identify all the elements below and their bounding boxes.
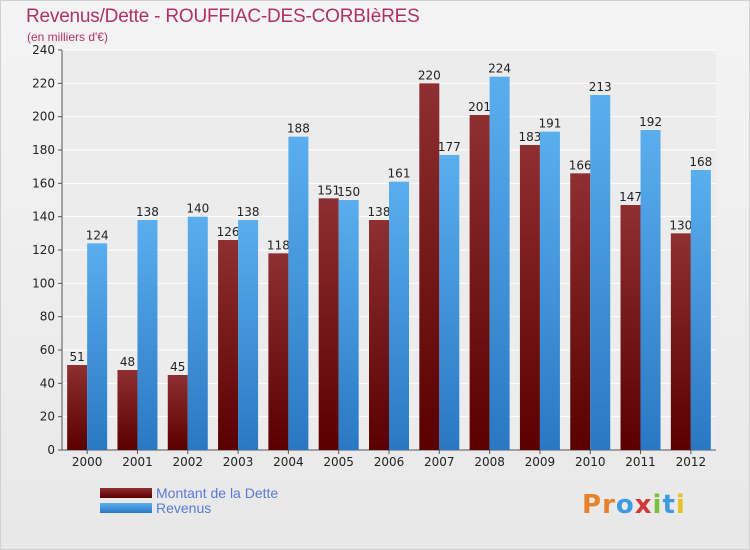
x-tick-label: 2006 — [374, 455, 405, 469]
y-tick-label: 200 — [32, 110, 55, 124]
y-tick-label: 240 — [32, 43, 55, 57]
x-tick-label: 2009 — [525, 455, 556, 469]
data-label-revenus: 213 — [589, 80, 612, 94]
bar-revenus — [187, 216, 208, 450]
bar-dette — [117, 370, 138, 450]
data-label-dette: 51 — [70, 350, 85, 364]
y-tick-label: 160 — [32, 176, 55, 190]
y-tick-label: 60 — [40, 343, 55, 357]
legend-swatch-revenus — [100, 503, 152, 513]
bar-revenus — [288, 136, 309, 450]
x-tick-label: 2000 — [72, 455, 103, 469]
bar-revenus — [539, 131, 560, 450]
data-label-dette: 45 — [170, 360, 185, 374]
data-label-revenus: 138 — [136, 205, 159, 219]
y-tick-label: 100 — [32, 276, 55, 290]
data-label-dette: 183 — [518, 130, 541, 144]
bar-revenus — [590, 95, 611, 450]
bar-dette — [318, 198, 339, 450]
bar-dette — [570, 173, 591, 451]
data-label-revenus: 138 — [237, 205, 260, 219]
data-label-dette: 138 — [368, 205, 391, 219]
y-tick-label: 120 — [32, 243, 55, 257]
logo-letter: i — [675, 490, 686, 520]
data-label-revenus: 140 — [186, 202, 209, 216]
bar-dette — [67, 365, 88, 450]
chart-title: Revenus/Dette - ROUFFIAC-DES-CORBIèRES — [26, 6, 420, 27]
bar-revenus — [87, 243, 108, 450]
bar-dette — [218, 240, 239, 450]
data-label-revenus: 150 — [337, 185, 360, 199]
bar-dette — [369, 220, 389, 450]
data-label-dette: 118 — [267, 238, 290, 252]
bar-revenus — [338, 200, 359, 450]
bar-revenus — [389, 181, 409, 450]
x-tick-label: 2011 — [625, 455, 656, 469]
logo-letter: P — [582, 490, 603, 520]
bar-revenus — [690, 170, 711, 450]
proxiti-logo: Proxiti — [582, 490, 686, 520]
bar-revenus — [137, 220, 158, 450]
y-tick-label: 180 — [32, 143, 55, 157]
y-tick-label: 0 — [47, 443, 55, 457]
bar-dette — [620, 205, 641, 450]
data-label-dette: 151 — [317, 183, 340, 197]
bar-dette — [519, 145, 540, 450]
legend-label-revenus: Revenus — [156, 500, 212, 516]
x-tick-label: 2008 — [474, 455, 505, 469]
data-label-revenus: 168 — [689, 155, 712, 169]
x-tick-label: 2003 — [223, 455, 254, 469]
logo-letter: t — [662, 490, 676, 520]
x-tick-label: 2002 — [172, 455, 203, 469]
bar-dette — [469, 115, 490, 450]
bar-dette — [670, 233, 691, 450]
bar-revenus — [489, 76, 510, 451]
bar-revenus — [640, 130, 661, 450]
y-tick-label: 20 — [40, 410, 55, 424]
x-tick-label: 2004 — [273, 455, 304, 469]
data-label-revenus: 191 — [538, 117, 561, 131]
bar-dette — [419, 83, 440, 450]
data-label-dette: 126 — [217, 225, 240, 239]
data-label-revenus: 224 — [488, 62, 511, 76]
y-tick-label: 140 — [32, 210, 55, 224]
x-tick-label: 2012 — [676, 455, 707, 469]
legend-swatch-dette — [100, 488, 152, 498]
data-label-dette: 147 — [619, 190, 642, 204]
bar-dette — [167, 375, 188, 450]
logo-letter: x — [634, 490, 653, 520]
data-label-dette: 130 — [669, 218, 692, 232]
x-tick-label: 2001 — [122, 455, 153, 469]
data-label-revenus: 161 — [388, 167, 411, 181]
bar-dette — [268, 253, 289, 450]
data-label-dette: 201 — [468, 100, 491, 114]
data-label-dette: 166 — [569, 158, 592, 172]
x-tick-label: 2007 — [424, 455, 455, 469]
chart-subtitle: (en milliers d'€) — [27, 30, 108, 44]
data-label-dette: 220 — [418, 68, 441, 82]
data-label-revenus: 188 — [287, 122, 310, 136]
x-tick-label: 2005 — [323, 455, 354, 469]
logo-letter: o — [615, 490, 635, 520]
data-label-dette: 48 — [120, 355, 135, 369]
x-tick-label: 2010 — [575, 455, 606, 469]
bar-revenus — [238, 220, 259, 450]
logo-letter: i — [652, 490, 663, 520]
y-tick-label: 220 — [32, 76, 55, 90]
data-label-revenus: 192 — [639, 115, 662, 129]
y-tick-label: 80 — [40, 310, 55, 324]
legend-label-dette: Montant de la Dette — [156, 485, 279, 501]
data-label-revenus: 124 — [86, 228, 109, 242]
bar-revenus — [439, 155, 460, 450]
y-tick-label: 40 — [40, 376, 55, 390]
logo-letter: r — [602, 490, 616, 520]
data-label-revenus: 177 — [438, 140, 461, 154]
